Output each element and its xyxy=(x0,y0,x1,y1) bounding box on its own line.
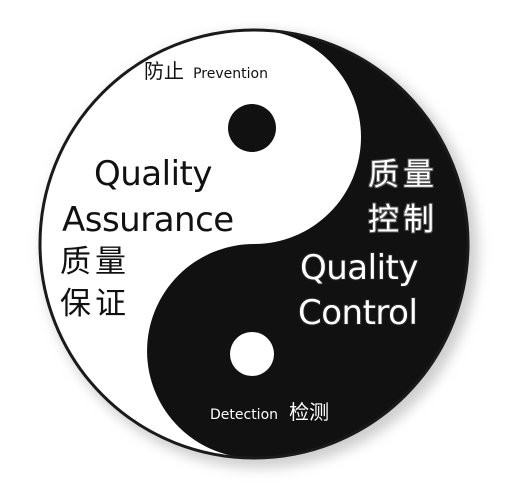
assurance-zh-line2: 保证 xyxy=(60,286,130,322)
control-title-line1: Quality xyxy=(300,248,419,288)
yin-dot-upper xyxy=(228,104,276,152)
yin-half xyxy=(147,30,468,458)
assurance-zh-line1: 质量 xyxy=(60,244,130,280)
prevention-en: Prevention xyxy=(193,66,268,82)
control-title-line2: Control xyxy=(298,293,418,333)
symbol-rim xyxy=(38,28,470,460)
assurance-title-line1: Quality xyxy=(94,154,213,194)
detection-en: Detection xyxy=(210,407,279,423)
control-zh-line2: 控制 xyxy=(368,202,438,238)
detection-zh: 检测 xyxy=(289,400,330,424)
prevention-label: 防止 Prevention xyxy=(144,61,268,81)
assurance-title-line2: Assurance xyxy=(62,200,234,240)
prevention-zh: 防止 xyxy=(144,59,184,83)
yang-dot-lower xyxy=(230,332,274,376)
detection-label: Detection 检测 xyxy=(210,402,329,422)
control-zh-line1: 质量 xyxy=(368,157,438,193)
